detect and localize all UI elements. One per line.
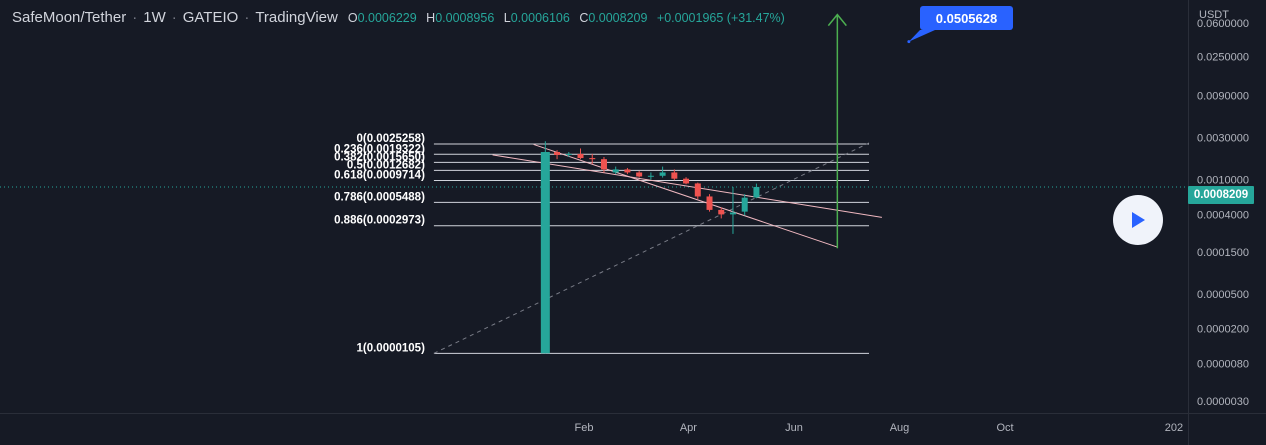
separator-dot: · (244, 9, 250, 26)
close-value: 0.0008209 (588, 11, 648, 25)
fib-level-label: 0.786(0.0005488) (334, 191, 425, 203)
candle-body (647, 175, 654, 177)
candle (694, 182, 701, 199)
channel-lower-line (533, 143, 838, 248)
candle-body (694, 183, 701, 197)
high-value: 0.0008956 (435, 11, 495, 25)
ohlc-readout: O0.0006229 H0.0008956 L0.0006106 C0.0008… (348, 11, 785, 25)
change-value: +0.0001965 (+31.47%) (656, 11, 785, 25)
x-tick-label: Aug (890, 422, 910, 434)
y-tick-label: 0.0090000 (1197, 91, 1249, 103)
candle (577, 148, 584, 160)
candle-body (741, 197, 748, 212)
candle-body (659, 172, 666, 176)
source: TradingView (255, 9, 338, 26)
y-tick-label: 0.0000080 (1197, 359, 1249, 371)
candle-body (589, 158, 596, 160)
candle (612, 166, 619, 175)
candle-body (718, 209, 725, 215)
play-icon (1132, 212, 1145, 228)
candle-body (683, 178, 690, 184)
candle-body (636, 172, 643, 177)
interval[interactable]: 1W (143, 9, 166, 26)
target-arrow-head (827, 13, 847, 27)
target-callout-pointer (908, 30, 935, 42)
y-tick-label: 0.0004000 (1197, 209, 1249, 221)
exchange: GATEIO (182, 9, 239, 26)
high-label: H (426, 11, 436, 25)
fib-level-label: 0.886(0.0002973) (334, 215, 425, 227)
candle-body (624, 169, 631, 173)
candle (624, 167, 631, 175)
y-tick-label: 0.0010000 (1197, 174, 1249, 186)
fib-level-label: 1(0.0000105) (356, 342, 425, 354)
fib-trendline (433, 142, 870, 354)
open-label: O (347, 11, 358, 25)
target-price-label[interactable]: 0.0505628 (920, 6, 1013, 30)
candle (753, 183, 760, 199)
candle-body (565, 153, 572, 155)
candle (565, 152, 572, 157)
candle-body (729, 212, 736, 215)
fib-level-label: 0.382(0.0015650) (334, 151, 425, 163)
y-tick-label: 0.0250000 (1197, 52, 1249, 64)
candle (706, 194, 713, 212)
candle-body (753, 186, 760, 198)
currency-unit: USDT (1199, 9, 1229, 21)
candle (683, 177, 690, 185)
candle-body (612, 169, 619, 173)
candle (718, 207, 725, 219)
symbol-header: SafeMoon/Tether · 1W · GATEIO · TradingV… (12, 9, 785, 26)
candle (741, 194, 748, 216)
candle-body (706, 196, 713, 210)
candle-body (671, 172, 678, 179)
close-label: C (579, 11, 589, 25)
fib-level-label: 0.236(0.0019322) (334, 143, 425, 155)
y-tick-label: 0.0030000 (1197, 132, 1249, 144)
candle-body (540, 152, 550, 354)
fib-level-label: 0(0.0025258) (356, 133, 425, 145)
separator-dot: · (132, 9, 138, 26)
candle (729, 186, 736, 234)
y-tick-label: 0.0000030 (1197, 396, 1249, 408)
candle (659, 166, 666, 178)
fib-level-label: 0.5(0.0012682) (347, 159, 425, 171)
candle (671, 169, 678, 181)
x-tick-label: Oct (996, 422, 1013, 434)
x-tick-label: Jun (785, 422, 803, 434)
separator-dot: · (171, 9, 177, 26)
x-tick-label: 202 (1165, 422, 1183, 434)
y-tick-label: 0.0600000 (1197, 18, 1249, 30)
replay-button[interactable] (1113, 195, 1163, 245)
candle-body (600, 159, 607, 170)
fib-level-label: 0.618(0.0009714) (334, 170, 425, 182)
y-tick-label: 0.0000200 (1197, 324, 1249, 336)
x-tick-label: Apr (680, 422, 697, 434)
candle-body (554, 152, 561, 155)
y-tick-label: 0.0001500 (1197, 247, 1249, 259)
channel-upper-line (492, 154, 882, 218)
candle (636, 170, 643, 178)
last-price-badge: 0.0008209 (1188, 186, 1254, 204)
candle (600, 156, 607, 173)
low-label: L (503, 11, 511, 25)
x-tick-label: Feb (575, 422, 594, 434)
symbol-name[interactable]: SafeMoon/Tether (12, 9, 127, 26)
candle (589, 153, 596, 164)
target-point (907, 40, 911, 44)
candle (554, 150, 561, 160)
candle (540, 141, 550, 354)
open-value: 0.0006229 (357, 11, 417, 25)
y-tick-label: 0.0000500 (1197, 289, 1249, 301)
candle (647, 172, 654, 180)
candle-body (577, 153, 584, 159)
low-value: 0.0006106 (510, 11, 570, 25)
